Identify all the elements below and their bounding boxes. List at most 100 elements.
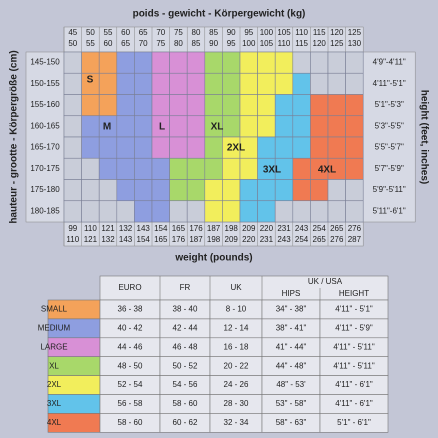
size-cell bbox=[63, 179, 82, 202]
cell-text: 44 - 46 bbox=[118, 342, 143, 351]
ft-label: 4'9"-4'11" bbox=[373, 58, 406, 67]
size-cell bbox=[151, 200, 170, 223]
cell-text: 46 - 48 bbox=[173, 342, 198, 351]
size-cell bbox=[327, 51, 346, 74]
lbs-from: 209 bbox=[242, 224, 256, 233]
size-cell bbox=[239, 157, 258, 180]
size-cell bbox=[327, 72, 346, 95]
ft-label: 5'11"-6'1" bbox=[373, 206, 406, 215]
size-cell bbox=[204, 94, 223, 117]
lbs-to: 110 bbox=[66, 235, 79, 244]
size-cell bbox=[186, 115, 206, 138]
kg-to: 60 bbox=[104, 39, 113, 48]
size-cell bbox=[222, 72, 241, 95]
size-cell bbox=[310, 136, 329, 159]
size-cell bbox=[134, 136, 153, 159]
row-label: 4XL bbox=[47, 418, 62, 427]
lbs-from: 198 bbox=[225, 224, 239, 233]
size-cell bbox=[310, 200, 329, 223]
cell-text: 4'11" - 6'1" bbox=[335, 380, 373, 389]
size-cell bbox=[134, 157, 153, 180]
size-cell bbox=[274, 51, 294, 74]
ft-label: 4'11"-5'1" bbox=[373, 79, 406, 88]
size-cell bbox=[151, 157, 170, 180]
size-cell bbox=[116, 94, 135, 117]
lbs-from: 99 bbox=[68, 224, 77, 233]
cell-text: 48 - 50 bbox=[118, 361, 143, 370]
size-cell bbox=[98, 200, 118, 223]
size-cell bbox=[186, 72, 206, 95]
kg-to: 110 bbox=[278, 39, 291, 48]
kg-to: 125 bbox=[330, 39, 344, 48]
size-cell bbox=[169, 200, 188, 223]
size-cell bbox=[134, 94, 153, 117]
lbs-from: 154 bbox=[154, 224, 168, 233]
size-cell bbox=[169, 51, 188, 74]
row-label: MEDIUM bbox=[38, 323, 71, 332]
size-cell bbox=[274, 136, 294, 159]
size-label: M bbox=[103, 122, 111, 133]
size-cell bbox=[204, 179, 223, 202]
size-cell bbox=[292, 94, 311, 117]
size-label: XL bbox=[211, 122, 224, 133]
size-cell bbox=[98, 179, 118, 202]
size-cell bbox=[239, 179, 258, 202]
cm-label: 150-155 bbox=[30, 79, 60, 88]
row-label: XL bbox=[49, 361, 59, 370]
cell-text: 24 - 26 bbox=[224, 380, 249, 389]
lbs-from: 110 bbox=[84, 224, 97, 233]
size-cell bbox=[204, 136, 223, 159]
size-cell bbox=[239, 72, 258, 95]
cell-text: 56 - 58 bbox=[118, 399, 143, 408]
cell-text: 12 - 14 bbox=[224, 323, 249, 332]
kg-title: poids - gewicht - Körpergewicht (kg) bbox=[133, 9, 306, 20]
size-cell bbox=[81, 200, 100, 223]
size-cell bbox=[310, 115, 329, 138]
size-cell bbox=[239, 115, 258, 138]
column-header: UK bbox=[230, 283, 242, 292]
kg-from: 65 bbox=[139, 28, 148, 37]
row-label: 2XL bbox=[47, 380, 62, 389]
kg-to: 55 bbox=[86, 39, 95, 48]
size-cell bbox=[81, 136, 100, 159]
kg-to: 85 bbox=[192, 39, 201, 48]
lbs-to: 231 bbox=[260, 235, 274, 244]
size-cell bbox=[134, 200, 153, 223]
size-cell bbox=[345, 157, 364, 180]
size-cell bbox=[257, 136, 276, 159]
size-cell bbox=[63, 157, 82, 180]
kg-from: 55 bbox=[104, 28, 113, 37]
table-header bbox=[99, 275, 389, 301]
size-cell bbox=[98, 72, 118, 95]
size-cell bbox=[327, 136, 346, 159]
size-cell bbox=[292, 115, 311, 138]
size-cell bbox=[257, 94, 276, 117]
row-label: SMALL bbox=[41, 305, 68, 314]
lbs-from: 243 bbox=[295, 224, 309, 233]
kg-from: 115 bbox=[313, 28, 326, 37]
size-cell bbox=[98, 136, 118, 159]
size-cell bbox=[151, 72, 170, 95]
size-cell bbox=[116, 51, 135, 74]
cell-text: 8 - 10 bbox=[226, 305, 247, 314]
size-cell bbox=[327, 200, 346, 223]
size-cell bbox=[310, 51, 329, 74]
size-cell bbox=[151, 51, 170, 74]
size-cell bbox=[116, 157, 135, 180]
size-cell bbox=[239, 51, 258, 74]
kg-from: 60 bbox=[121, 28, 130, 37]
size-label: L bbox=[159, 122, 165, 133]
size-cell bbox=[310, 179, 329, 202]
ft-label: 5'1"-5'3" bbox=[375, 100, 404, 109]
cm-label: 180-185 bbox=[30, 206, 60, 215]
lbs-from: 187 bbox=[207, 224, 221, 233]
kg-from: 85 bbox=[209, 28, 218, 37]
kg-from: 45 bbox=[68, 28, 77, 37]
size-cell bbox=[81, 115, 100, 138]
size-cell bbox=[204, 51, 223, 74]
size-cell bbox=[81, 94, 100, 117]
size-cell bbox=[186, 200, 206, 223]
size-cell bbox=[310, 72, 329, 95]
kg-to: 95 bbox=[227, 39, 236, 48]
